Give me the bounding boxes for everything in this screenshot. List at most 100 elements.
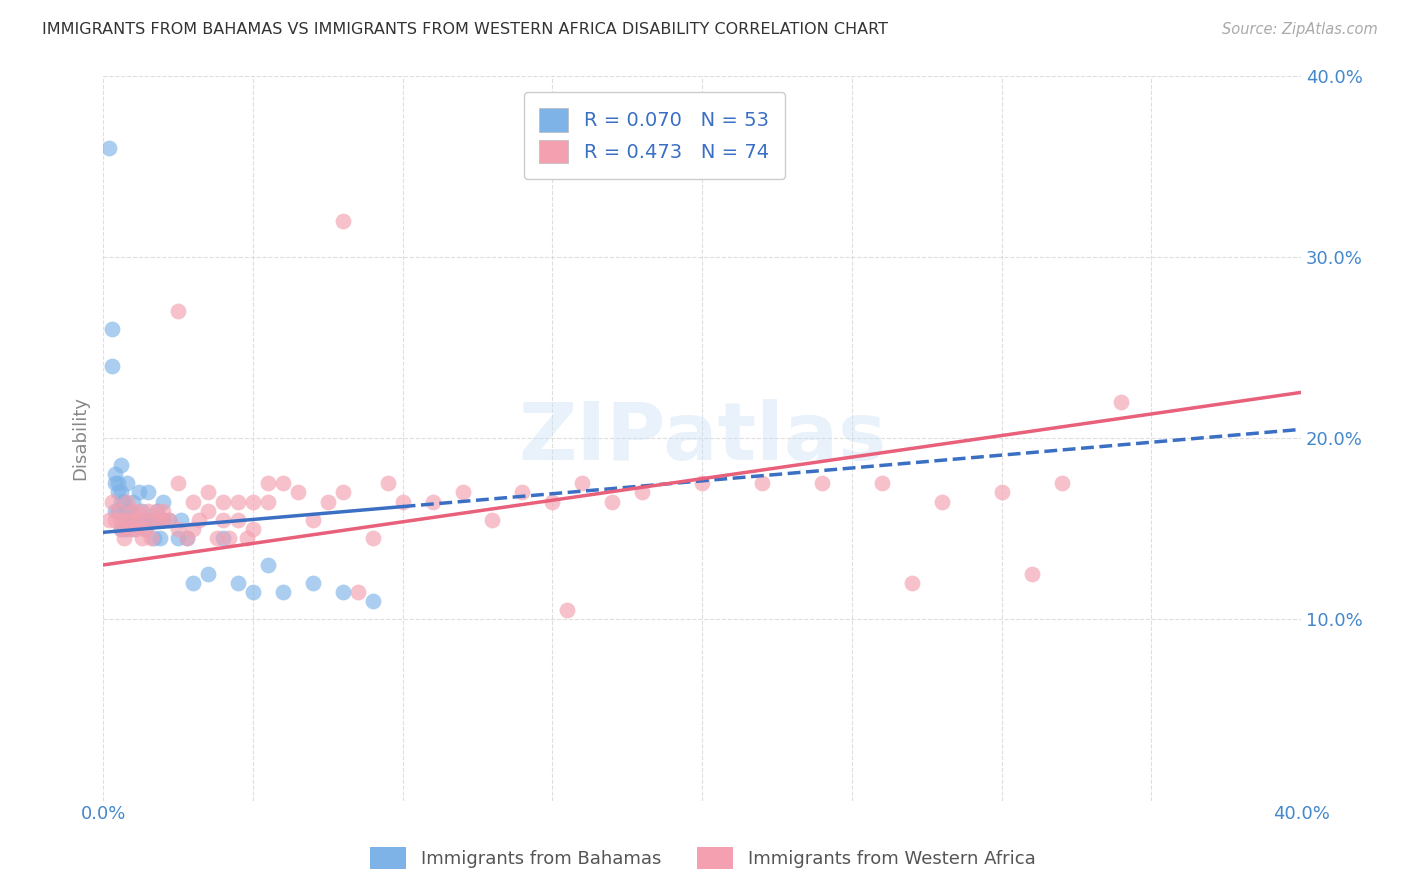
- Point: [115, 513, 138, 527]
- Point: [332, 485, 354, 500]
- Point: [242, 494, 264, 508]
- Point: [990, 485, 1012, 500]
- Point: [181, 494, 204, 508]
- Point: [115, 476, 138, 491]
- Point: [226, 494, 249, 508]
- Point: [128, 503, 150, 517]
- Point: [128, 513, 150, 527]
- Point: [152, 503, 174, 517]
- Point: [212, 513, 235, 527]
- Point: [1021, 567, 1043, 582]
- Point: [112, 513, 135, 527]
- Point: [110, 513, 132, 527]
- Point: [149, 531, 172, 545]
- Point: [197, 567, 219, 582]
- Point: [125, 522, 148, 536]
- Point: [152, 513, 174, 527]
- Point: [316, 494, 339, 508]
- Point: [146, 513, 169, 527]
- Point: [110, 485, 132, 500]
- Point: [600, 494, 623, 508]
- Text: ZIPatlas: ZIPatlas: [517, 399, 886, 477]
- Point: [136, 503, 159, 517]
- Point: [112, 522, 135, 536]
- Point: [900, 576, 922, 591]
- Point: [115, 494, 138, 508]
- Point: [512, 485, 534, 500]
- Point: [332, 213, 354, 227]
- Point: [218, 531, 240, 545]
- Point: [242, 522, 264, 536]
- Point: [257, 476, 280, 491]
- Point: [107, 485, 129, 500]
- Point: [170, 513, 193, 527]
- Point: [557, 603, 579, 617]
- Point: [157, 513, 180, 527]
- Point: [122, 522, 145, 536]
- Point: [571, 476, 593, 491]
- Point: [212, 494, 235, 508]
- Point: [131, 531, 153, 545]
- Point: [257, 494, 280, 508]
- Point: [107, 503, 129, 517]
- Point: [152, 494, 174, 508]
- Point: [167, 531, 190, 545]
- Point: [139, 531, 162, 545]
- Point: [188, 513, 211, 527]
- Point: [98, 141, 121, 155]
- Point: [751, 476, 773, 491]
- Point: [146, 513, 169, 527]
- Point: [112, 531, 135, 545]
- Point: [301, 576, 323, 591]
- Point: [811, 476, 834, 491]
- Point: [271, 585, 294, 599]
- Text: Source: ZipAtlas.com: Source: ZipAtlas.com: [1222, 22, 1378, 37]
- Point: [391, 494, 413, 508]
- Point: [181, 522, 204, 536]
- Point: [107, 503, 129, 517]
- Point: [631, 485, 654, 500]
- Point: [242, 585, 264, 599]
- Point: [120, 522, 142, 536]
- Point: [197, 503, 219, 517]
- Point: [136, 513, 159, 527]
- Point: [690, 476, 713, 491]
- Point: [1111, 394, 1133, 409]
- Point: [451, 485, 474, 500]
- Point: [481, 513, 503, 527]
- Point: [104, 467, 127, 482]
- Point: [101, 322, 124, 336]
- Point: [176, 531, 198, 545]
- Point: [112, 494, 135, 508]
- Point: [1050, 476, 1073, 491]
- Point: [226, 513, 249, 527]
- Legend: R = 0.070   N = 53, R = 0.473   N = 74: R = 0.070 N = 53, R = 0.473 N = 74: [524, 93, 785, 178]
- Point: [197, 485, 219, 500]
- Point: [870, 476, 893, 491]
- Point: [110, 458, 132, 473]
- Point: [176, 531, 198, 545]
- Point: [131, 503, 153, 517]
- Point: [541, 494, 564, 508]
- Point: [134, 522, 156, 536]
- Y-axis label: Disability: Disability: [72, 396, 89, 480]
- Point: [122, 503, 145, 517]
- Text: IMMIGRANTS FROM BAHAMAS VS IMMIGRANTS FROM WESTERN AFRICA DISABILITY CORRELATION: IMMIGRANTS FROM BAHAMAS VS IMMIGRANTS FR…: [42, 22, 889, 37]
- Point: [931, 494, 953, 508]
- Point: [110, 494, 132, 508]
- Point: [332, 585, 354, 599]
- Point: [115, 503, 138, 517]
- Point: [136, 485, 159, 500]
- Point: [257, 558, 280, 572]
- Point: [157, 513, 180, 527]
- Point: [226, 576, 249, 591]
- Point: [146, 503, 169, 517]
- Point: [361, 531, 384, 545]
- Point: [104, 476, 127, 491]
- Point: [422, 494, 444, 508]
- Point: [125, 513, 148, 527]
- Point: [271, 476, 294, 491]
- Point: [346, 585, 368, 599]
- Point: [205, 531, 228, 545]
- Point: [361, 594, 384, 608]
